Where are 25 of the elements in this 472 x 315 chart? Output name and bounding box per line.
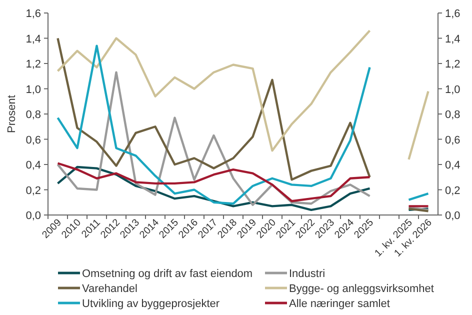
legend-label: Omsetning og drift av fast eiendom bbox=[82, 268, 253, 280]
y2-tick-label: 1,6 bbox=[445, 8, 460, 20]
y-tick-label: 0,0 bbox=[26, 210, 41, 222]
legend-label: Varehandel bbox=[82, 283, 138, 295]
y2-tick-label: 0,4 bbox=[445, 160, 460, 172]
y2-tick-label: 0,8 bbox=[445, 109, 460, 121]
y-tick-label: 1,2 bbox=[26, 58, 41, 70]
y2-tick-label: 1,0 bbox=[445, 84, 460, 96]
y-tick-label: 1,0 bbox=[26, 84, 41, 96]
y2-tick-label: 1,4 bbox=[445, 33, 460, 46]
y2-tick-label: 1,2 bbox=[445, 58, 460, 70]
legend-label: Alle næringer samlet bbox=[289, 298, 390, 310]
y-tick-label: 1,4 bbox=[26, 33, 41, 46]
y2-tick-label: 0,2 bbox=[445, 184, 460, 197]
y-axis-title: Prosent bbox=[6, 95, 18, 133]
y2-tick-label: 0,6 bbox=[445, 134, 460, 146]
y-tick-label: 0,6 bbox=[26, 134, 41, 146]
legend-label: Utvikling av byggeprosjekter bbox=[82, 298, 220, 310]
y-tick-label: 0,2 bbox=[26, 184, 41, 197]
y-tick-label: 1,6 bbox=[26, 8, 41, 20]
legend-label: Industri bbox=[289, 268, 326, 280]
y-tick-label: 0,4 bbox=[26, 160, 41, 172]
y2-tick-label: 0,0 bbox=[445, 210, 460, 222]
legend-label: Bygge- og anleggsvirksomhet bbox=[289, 283, 434, 295]
y-tick-label: 0,8 bbox=[26, 109, 41, 121]
